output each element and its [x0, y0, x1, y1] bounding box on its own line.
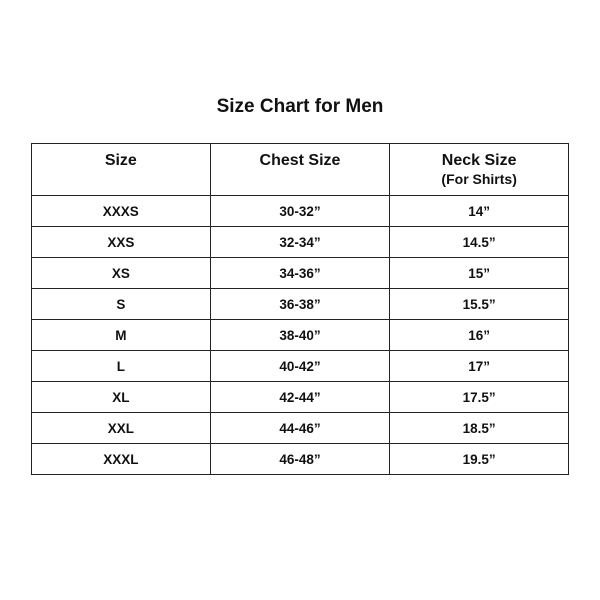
- table-row: XL 42-44” 17.5”: [31, 381, 569, 413]
- table-row: XS 34-36” 15”: [31, 257, 569, 289]
- table-row: M 38-40” 16”: [31, 319, 569, 351]
- size-cell: XS: [31, 257, 211, 289]
- neck-size-cell: 15.5”: [389, 288, 569, 320]
- size-cell: XXXL: [31, 443, 211, 475]
- chest-size-cell: 42-44”: [209, 381, 391, 413]
- size-cell: XXXS: [31, 195, 211, 227]
- chest-size-cell: 40-42”: [209, 350, 391, 382]
- neck-size-cell: 15”: [389, 257, 569, 289]
- size-cell: XL: [31, 381, 211, 413]
- header-chest-size: Chest Size: [209, 143, 391, 196]
- table-row: XXXL 46-48” 19.5”: [31, 443, 569, 475]
- header-size: Size: [31, 143, 211, 196]
- neck-size-cell: 16”: [389, 319, 569, 351]
- header-sublabel: (For Shirts): [441, 171, 517, 187]
- header-label: Chest Size: [259, 152, 341, 169]
- neck-size-cell: 19.5”: [389, 443, 569, 475]
- chest-size-cell: 34-36”: [209, 257, 391, 289]
- size-cell: XXS: [31, 226, 211, 258]
- neck-size-cell: 18.5”: [389, 412, 569, 444]
- chest-size-cell: 30-32”: [209, 195, 391, 227]
- chest-size-cell: 36-38”: [209, 288, 391, 320]
- neck-size-cell: 17.5”: [389, 381, 569, 413]
- table-row: L 40-42” 17”: [31, 350, 569, 382]
- size-cell: L: [31, 350, 211, 382]
- table-row: XXS 32-34” 14.5”: [31, 226, 569, 258]
- page-title: Size Chart for Men: [216, 96, 384, 117]
- chest-size-cell: 46-48”: [209, 443, 391, 475]
- header-label: Size: [104, 152, 137, 169]
- size-chart-table: Size Chest Size Neck Size (For Shirts) XX…: [31, 143, 569, 475]
- table-row: S 36-38” 15.5”: [31, 288, 569, 320]
- neck-size-cell: 17”: [389, 350, 569, 382]
- size-cell: M: [31, 319, 211, 351]
- table-row: XXXS 30-32” 14”: [31, 195, 569, 227]
- neck-size-cell: 14.5”: [389, 226, 569, 258]
- table-row: XXL 44-46” 18.5”: [31, 412, 569, 444]
- size-cell: S: [31, 288, 211, 320]
- chest-size-cell: 32-34”: [209, 226, 391, 258]
- header-row: Size Chest Size Neck Size (For Shirts): [31, 143, 569, 196]
- neck-size-cell: 14”: [389, 195, 569, 227]
- header-neck-size: Neck Size (For Shirts): [389, 143, 569, 196]
- chest-size-cell: 44-46”: [209, 412, 391, 444]
- chest-size-cell: 38-40”: [209, 319, 391, 351]
- header-label: Neck Size: [441, 152, 517, 169]
- size-cell: XXL: [31, 412, 211, 444]
